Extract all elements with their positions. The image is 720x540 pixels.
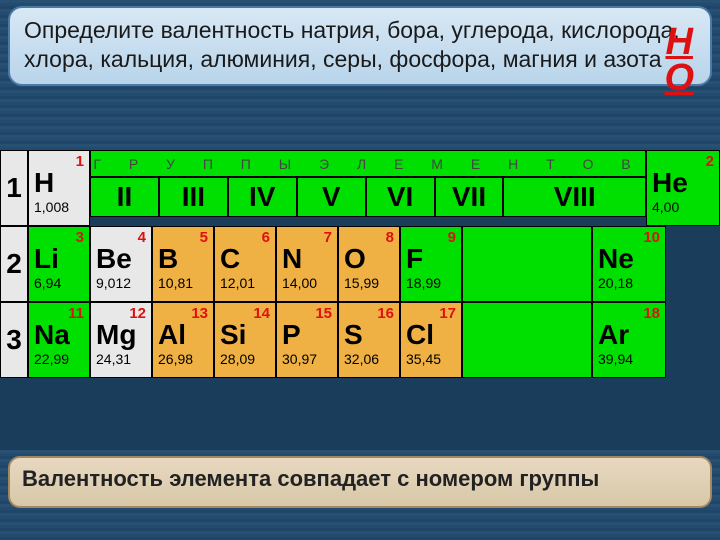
element-symbol: S: [344, 321, 394, 349]
atomic-mass: 4,00: [652, 199, 714, 215]
groups-header-title: Г Р У П П Ы Э Л Е М Е Н Т О В: [90, 150, 646, 177]
element-symbol: C: [220, 245, 270, 273]
atomic-number: 3: [76, 229, 84, 246]
atomic-number: 8: [386, 229, 394, 246]
groups-header-numbers: IIIIIIVVVIVIIVIII: [90, 177, 646, 217]
atomic-mass: 14,00: [282, 275, 332, 291]
atomic-number: 10: [643, 229, 660, 246]
atomic-number: 1: [76, 153, 84, 170]
period-number: 2: [0, 226, 28, 302]
question-text: Определите валентность натрия, бора, угл…: [24, 17, 680, 72]
group-label: VI: [366, 177, 435, 217]
atomic-mass: 22,99: [34, 351, 84, 367]
element-symbol: N: [282, 245, 332, 273]
atomic-mass: 32,06: [344, 351, 394, 367]
atomic-number: 4: [138, 229, 146, 246]
atomic-mass: 35,45: [406, 351, 456, 367]
period-row: 23Li6,944Be9,0125B10,816C12,017N14,008O1…: [0, 226, 720, 302]
atomic-mass: 30,97: [282, 351, 332, 367]
answer-line2: О: [664, 60, 694, 96]
group-label: II: [90, 177, 159, 217]
atomic-number: 6: [262, 229, 270, 246]
element-cell: 12Mg 24,31: [90, 302, 152, 378]
atomic-mass: 39,94: [598, 351, 660, 367]
atomic-number: 14: [253, 305, 270, 322]
element-symbol: B: [158, 245, 208, 273]
atomic-mass: 10,81: [158, 275, 208, 291]
atomic-number: 9: [448, 229, 456, 246]
group-label: III: [159, 177, 228, 217]
group-label: VIII: [503, 177, 646, 217]
period-number: 3: [0, 302, 28, 378]
answer-link[interactable]: Н О: [664, 24, 694, 96]
atomic-number: 2: [706, 153, 714, 170]
element-symbol: Al: [158, 321, 208, 349]
element-cell: 4Be 9,012: [90, 226, 152, 302]
atomic-mass: 12,01: [220, 275, 270, 291]
element-cell: [462, 226, 592, 302]
element-cell: 5B 10,81: [152, 226, 214, 302]
group-label: IV: [228, 177, 297, 217]
atomic-mass: 9,012: [96, 275, 146, 291]
element-cell: 17Cl 35,45: [400, 302, 462, 378]
element-symbol: F: [406, 245, 456, 273]
element-cell: 16S 32,06: [338, 302, 400, 378]
element-symbol: Be: [96, 245, 146, 273]
element-symbol: He: [652, 169, 714, 197]
atomic-number: 17: [439, 305, 456, 322]
element-cell: 11Na 22,99: [28, 302, 90, 378]
atomic-mass: 1,008: [34, 199, 84, 215]
group-label: VII: [435, 177, 504, 217]
periodic-table: 11H1,008Г Р У П П Ы Э Л Е М Е Н Т О ВIII…: [0, 150, 720, 378]
atomic-mass: 26,98: [158, 351, 208, 367]
atomic-number: 11: [68, 305, 84, 322]
atomic-mass: 24,31: [96, 351, 146, 367]
bottom-summary-box: Валентность элемента совпадает с номером…: [8, 456, 712, 508]
element-symbol: Ne: [598, 245, 660, 273]
atomic-mass: 18,99: [406, 275, 456, 291]
answer-line1: Н: [664, 24, 694, 60]
element-cell: 13Al 26,98: [152, 302, 214, 378]
period-row: 11H1,008Г Р У П П Ы Э Л Е М Е Н Т О ВIII…: [0, 150, 720, 226]
bottom-text: Валентность элемента совпадает с номером…: [22, 466, 599, 491]
element-symbol: Li: [34, 245, 84, 273]
element-symbol: Mg: [96, 321, 146, 349]
element-cell: 3Li 6,94: [28, 226, 90, 302]
atomic-number: 16: [377, 305, 394, 322]
element-cell: 7N 14,00: [276, 226, 338, 302]
element-cell: 14Si 28,09: [214, 302, 276, 378]
element-cell: 8O 15,99: [338, 226, 400, 302]
atomic-number: 18: [643, 305, 660, 322]
element-symbol: Ar: [598, 321, 660, 349]
groups-header: Г Р У П П Ы Э Л Е М Е Н Т О ВIIIIIIVVVIV…: [90, 150, 646, 226]
question-box: Определите валентность натрия, бора, угл…: [8, 6, 712, 86]
element-cell: 18Ar 39,94: [592, 302, 666, 378]
element-cell: 1H 1,008: [28, 150, 90, 226]
atomic-number: 7: [324, 229, 332, 246]
element-symbol: Na: [34, 321, 84, 349]
element-symbol: O: [344, 245, 394, 273]
period-number: 1: [0, 150, 28, 226]
element-symbol: Cl: [406, 321, 456, 349]
element-cell: [462, 302, 592, 378]
atomic-number: 15: [315, 305, 332, 322]
element-cell: 15P 30,97: [276, 302, 338, 378]
period-row: 3 11Na 22,99 12Mg 24,31 13Al 26,98 14Si 28,09 15P…: [0, 302, 720, 378]
element-cell: 10Ne 20,18: [592, 226, 666, 302]
group-label: V: [297, 177, 366, 217]
atomic-number: 5: [200, 229, 208, 246]
element-cell: 9F 18,99: [400, 226, 462, 302]
atomic-mass: 28,09: [220, 351, 270, 367]
atomic-number: 13: [191, 305, 208, 322]
element-symbol: Si: [220, 321, 270, 349]
atomic-number: 12: [129, 305, 146, 322]
element-cell: 6C 12,01: [214, 226, 276, 302]
atomic-mass: 6,94: [34, 275, 84, 291]
element-symbol: P: [282, 321, 332, 349]
atomic-mass: 20,18: [598, 275, 660, 291]
element-symbol: H: [34, 169, 84, 197]
element-cell: 2He 4,00: [646, 150, 720, 226]
atomic-mass: 15,99: [344, 275, 394, 291]
